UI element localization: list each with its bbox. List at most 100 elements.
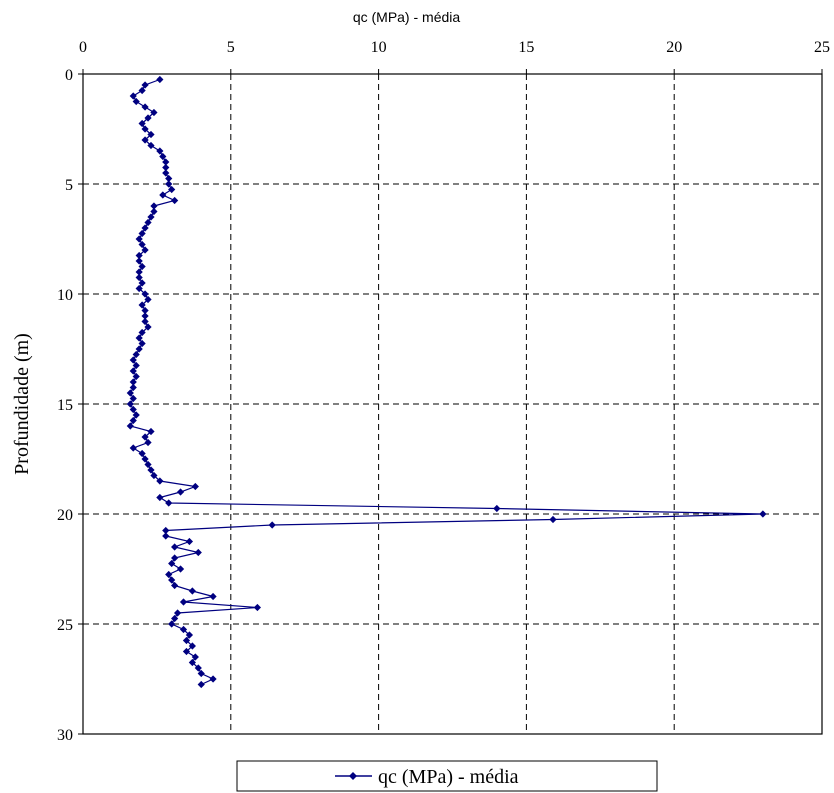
data-point-marker — [141, 81, 149, 89]
data-point-marker — [147, 466, 155, 474]
data-point-marker — [132, 372, 140, 381]
data-point-marker — [162, 158, 170, 166]
legend: qc (MPa) - média — [236, 760, 658, 792]
data-point-marker — [194, 664, 202, 672]
y-tick-label: 30 — [57, 727, 73, 744]
data-point-marker — [188, 658, 196, 667]
data-point-marker — [165, 180, 173, 188]
data-point-marker — [135, 235, 143, 243]
data-point-marker — [141, 317, 149, 326]
data-point-marker — [141, 246, 149, 254]
data-point-marker — [135, 257, 143, 265]
data-point-marker — [129, 378, 137, 386]
data-point-marker — [171, 543, 179, 551]
data-point-marker — [168, 576, 176, 584]
data-point-marker — [135, 334, 143, 342]
data-point-marker — [156, 147, 164, 155]
y-tick-label: 5 — [65, 177, 73, 194]
data-point-marker — [493, 504, 501, 513]
data-point-marker — [144, 218, 152, 227]
data-point-marker — [150, 207, 158, 216]
x-tick-label: 0 — [79, 39, 87, 56]
data-point-marker — [138, 301, 146, 309]
series-line — [129, 78, 763, 686]
data-point-marker — [138, 86, 146, 95]
data-point-marker — [144, 323, 152, 331]
data-point-marker — [144, 438, 152, 447]
data-point-marker — [165, 174, 173, 183]
data-point-marker — [138, 339, 146, 348]
data-point-marker — [150, 202, 158, 210]
data-point-marker — [185, 537, 194, 546]
data-point-marker — [141, 433, 149, 441]
legend-label: qc (MPa) - média — [378, 766, 519, 788]
data-point-marker — [168, 559, 176, 568]
data-point-marker — [156, 493, 164, 502]
data-point-marker — [150, 471, 158, 480]
data-point-marker — [138, 279, 146, 287]
data-point-marker — [156, 75, 164, 84]
data-point-marker — [141, 103, 149, 111]
x-axis-title: qc (MPa) - média — [353, 9, 461, 25]
data-point-marker — [156, 477, 164, 485]
data-point-marker — [162, 163, 170, 172]
x-tick-label: 25 — [814, 39, 830, 56]
data-point-marker — [138, 328, 146, 337]
data-point-marker — [268, 521, 276, 529]
data-point-marker — [129, 416, 137, 425]
data-point-marker — [253, 603, 262, 612]
data-point-marker — [132, 97, 140, 106]
data-point-marker — [176, 488, 185, 496]
data-point-marker — [171, 614, 179, 623]
data-point-marker — [171, 196, 179, 205]
data-point-marker — [141, 455, 149, 463]
y-tick-label: 15 — [57, 397, 73, 414]
x-tick-label: 15 — [518, 39, 534, 56]
y-tick-label: 25 — [57, 617, 73, 634]
data-point-marker — [162, 526, 170, 535]
data-point-marker — [197, 680, 205, 689]
y-tick-label: 10 — [57, 287, 73, 304]
data-point-marker — [179, 598, 188, 606]
data-point-marker — [129, 92, 137, 100]
data-point-marker — [188, 642, 196, 650]
x-tick-label: 10 — [371, 39, 387, 56]
series-qc-media — [126, 75, 767, 689]
data-point-marker — [138, 229, 146, 238]
x-axis-tick-labels: 0 5 10 15 20 25 — [79, 39, 830, 56]
data-point-marker — [159, 191, 167, 199]
y-axis-title: Profundidade (m) — [11, 333, 33, 475]
data-point-marker — [194, 548, 202, 557]
data-point-marker — [141, 306, 149, 315]
data-point-marker — [135, 268, 143, 276]
data-point-marker — [132, 361, 140, 370]
data-point-marker — [129, 405, 137, 414]
data-point-marker — [135, 273, 143, 282]
data-point-marker — [182, 647, 191, 656]
data-point-marker — [129, 444, 137, 452]
data-point-marker — [129, 383, 137, 392]
data-point-marker — [135, 251, 143, 260]
data-point-marker — [126, 422, 134, 430]
data-point-marker — [171, 554, 179, 562]
x-tick-label: 20 — [666, 39, 682, 56]
data-point-marker — [132, 411, 140, 419]
data-point-marker — [138, 449, 146, 458]
data-point-marker — [176, 565, 185, 573]
data-point-marker — [141, 290, 149, 298]
data-point-marker — [182, 636, 191, 645]
data-point-marker — [138, 262, 146, 271]
legend-diamond-marker — [349, 772, 357, 780]
data-point-marker — [144, 114, 152, 122]
data-point-marker — [150, 108, 158, 117]
data-point-marker — [188, 587, 196, 595]
data-point-marker — [141, 224, 149, 232]
data-point-marker — [144, 460, 152, 469]
data-point-marker — [138, 119, 146, 128]
data-point-marker — [159, 152, 167, 161]
data-point-marker — [132, 350, 140, 359]
data-point-marker — [549, 515, 557, 524]
data-point-marker — [168, 185, 176, 194]
data-point-marker — [147, 427, 155, 436]
